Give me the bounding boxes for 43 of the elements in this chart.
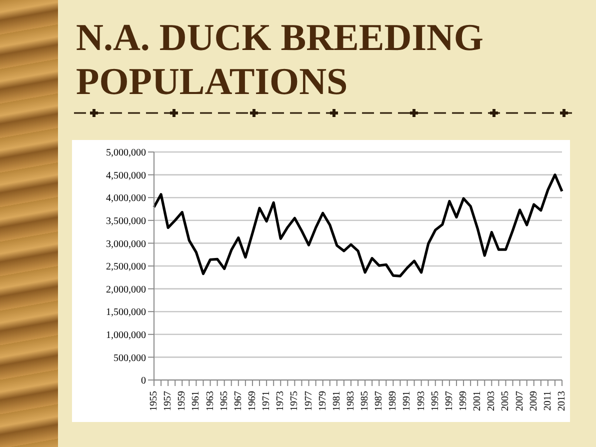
x-tick-label: 1957 <box>162 391 174 411</box>
y-tick-label: 1,000,000 <box>106 330 146 341</box>
y-tick-label: 5,000,000 <box>106 148 146 159</box>
y-tick-label: 500,000 <box>114 352 146 364</box>
x-tick-label: 1981 <box>331 391 342 411</box>
x-tick-label: 1999 <box>458 391 470 411</box>
x-tick-label: 1955 <box>148 391 160 411</box>
line-series <box>152 174 564 278</box>
x-tick-label: 1987 <box>374 391 385 411</box>
x-tick-label: 2005 <box>500 391 512 411</box>
y-tick-label: 4,500,000 <box>106 170 146 182</box>
x-tick-label: 1971 <box>261 391 272 411</box>
x-tick-label: 1985 <box>360 391 371 411</box>
x-tick-label: 1959 <box>176 391 188 411</box>
x-tick-label: 1961 <box>190 391 202 411</box>
y-tick-label: 3,000,000 <box>106 238 146 250</box>
x-tick-label: 1963 <box>204 391 216 411</box>
x-tick-label: 2013 <box>556 391 568 411</box>
x-tick-label: 1993 <box>416 391 427 411</box>
x-tick-label: 1979 <box>317 391 328 411</box>
x-tick-label: 1995 <box>430 391 441 411</box>
x-tick-label: 1969 <box>246 391 258 411</box>
y-tick-label: 4,000,000 <box>106 193 146 204</box>
x-tick-label: 2011 <box>542 391 554 411</box>
x-tick-label: 1991 <box>402 391 413 411</box>
x-tick-label: 2007 <box>514 391 526 411</box>
y-tick-label: 2,000,000 <box>106 284 146 296</box>
x-tick-label: 1983 <box>345 391 356 411</box>
y-tick-label: 2,500,000 <box>106 262 146 273</box>
x-tick-label: 1989 <box>388 391 399 411</box>
x-tick-label: 1967 <box>232 391 244 411</box>
x-tick-label: 2001 <box>472 391 484 411</box>
x-tick-label: 2009 <box>528 391 540 411</box>
y-tick-label: 3,500,000 <box>106 216 146 227</box>
x-tick-label: 1975 <box>289 391 300 411</box>
y-tick-label: 1,500,000 <box>106 307 146 318</box>
x-tick-label: 1965 <box>218 391 230 411</box>
x-tick-label: 1997 <box>444 391 455 411</box>
x-tick-label: 2003 <box>486 391 498 411</box>
y-tick-label: 0 <box>141 376 146 387</box>
x-tick-label: 1973 <box>275 391 286 411</box>
chart-title: N.A. DUCK BREEDING POPULATIONS <box>76 16 484 104</box>
x-tick-label: 1977 <box>303 391 314 411</box>
